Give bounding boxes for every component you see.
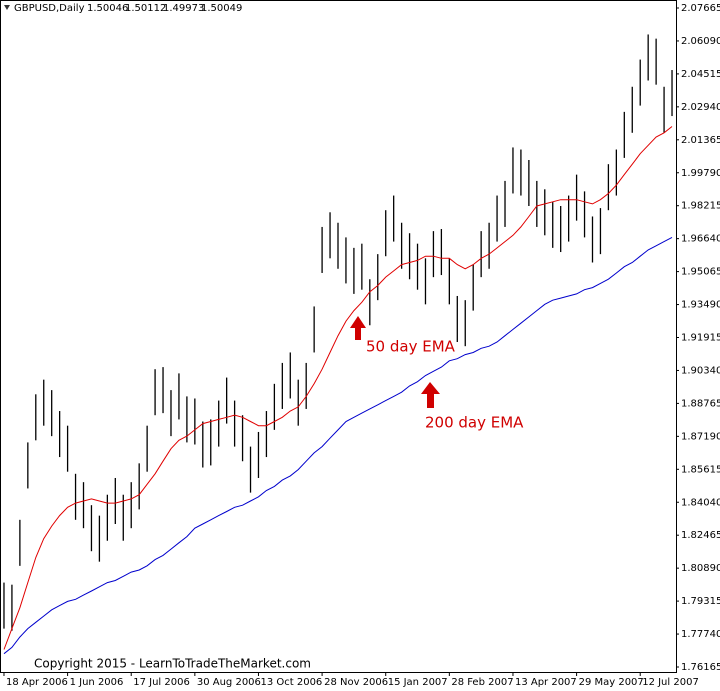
y-tick-label: 1.84040: [681, 497, 720, 508]
x-tick-label: 13 Apr 2007: [515, 677, 577, 688]
y-tick-label: 1.98215: [681, 201, 720, 212]
x-tick-label: 28 Nov 2006: [324, 677, 388, 688]
y-tick-label: 1.90340: [681, 365, 720, 376]
ema-line: [3, 126, 673, 650]
x-tick-label: 18 Apr 2006: [6, 677, 68, 688]
y-tick-label: 1.79315: [681, 596, 720, 607]
x-tick-label: 28 Feb 2007: [451, 677, 513, 688]
ema-line: [3, 236, 673, 655]
y-tick-label: 1.96640: [681, 234, 720, 245]
x-tick-label: 29 May 2007: [579, 677, 644, 688]
y-tick-label: 1.76165: [681, 662, 720, 673]
header-value: 1.49973: [163, 3, 204, 14]
annotation: 200 day EMA: [425, 414, 524, 432]
y-tick-label: 2.02940: [681, 102, 720, 113]
y-tick-label: 1.85615: [681, 464, 720, 475]
x-tick-label: 1 Jun 2006: [70, 677, 124, 688]
header-value: 1.50046: [87, 3, 128, 14]
x-tick-label: 12 Jul 2007: [642, 677, 699, 688]
header-icon: [4, 5, 10, 10]
annotation: 50 day EMA: [366, 338, 456, 356]
copyright: Copyright 2015 - LearnToTradeTheMarket.c…: [34, 657, 311, 671]
header: GBPUSD,Daily 1.50046 1.50112 1.49973 1.5…: [4, 3, 242, 14]
header-value: 1.50112: [125, 3, 166, 14]
y-tick-label: 1.82465: [681, 530, 720, 541]
y-tick-label: 2.06090: [681, 36, 720, 47]
x-tick-label: 30 Aug 2006: [197, 677, 261, 688]
y-tick-label: 2.01365: [681, 135, 720, 146]
y-tick-label: 1.99790: [681, 168, 720, 179]
y-tick-label: 1.91915: [681, 333, 720, 344]
header-value: 1.50049: [201, 3, 242, 14]
x-tick-label: 15 Jan 2007: [388, 677, 448, 688]
y-tick-label: 2.04515: [681, 69, 720, 80]
y-tick-label: 1.88765: [681, 398, 720, 409]
annotation-arrow: [350, 316, 366, 340]
annotation-arrow: [421, 382, 440, 408]
y-tick-label: 1.80890: [681, 563, 720, 574]
y-tick-label: 1.77740: [681, 629, 720, 640]
y-tick-label: 1.93490: [681, 300, 720, 311]
chart-title: GBPUSD,Daily: [14, 3, 85, 14]
plot-frame: [0, 0, 677, 673]
x-tick-label: 17 Jul 2006: [133, 677, 190, 688]
y-tick-label: 1.95065: [681, 267, 720, 278]
x-tick-label: 13 Oct 2006: [260, 677, 322, 688]
y-tick-label: 2.07665: [681, 3, 720, 14]
y-tick-label: 1.87190: [681, 431, 720, 442]
